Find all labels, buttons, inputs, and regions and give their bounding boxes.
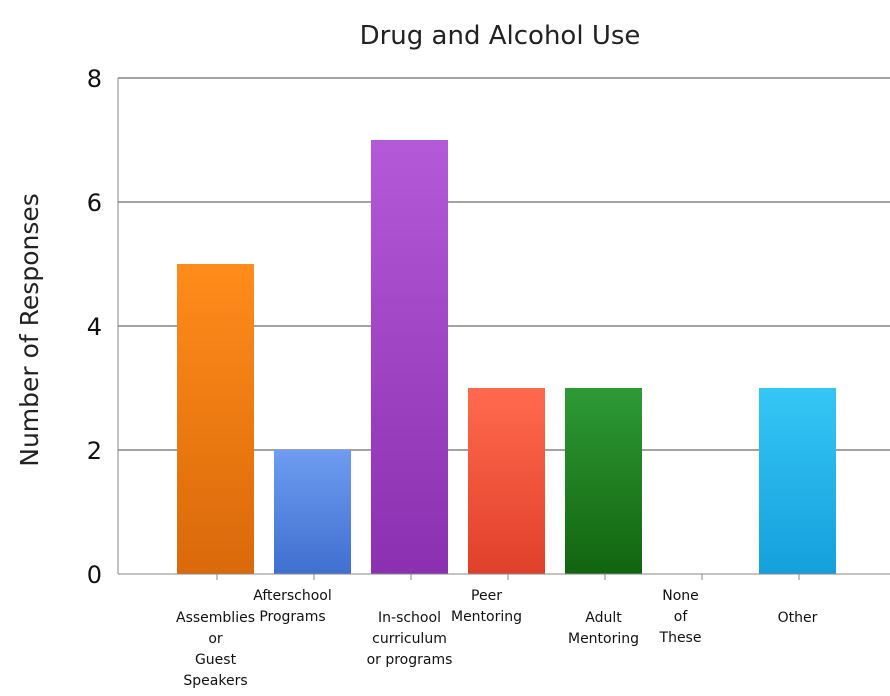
y-tick-label: 4 [87, 313, 102, 341]
x-tick-label: or [208, 631, 223, 647]
x-tick-label: Peer [471, 588, 502, 604]
x-tick-label: or programs [367, 652, 453, 668]
x-tick-label: Afterschool [253, 588, 332, 604]
y-tick-label: 8 [87, 65, 102, 93]
bar-in-school-curriculum-or-programs [371, 140, 448, 574]
x-axis-ticks: Assemblies or Guest Speakers Afterschool Prog… [176, 574, 818, 689]
y-tick-label: 0 [87, 561, 102, 589]
bar-adult-mentoring [565, 388, 642, 574]
x-tick-label: Assemblies [176, 610, 255, 626]
x-tick-label: None [662, 588, 699, 604]
x-tick-label: In-school [378, 610, 441, 626]
bar-other [759, 388, 836, 574]
y-axis-label: Number of Responses [15, 193, 44, 467]
chart-title: Drug and Alcohol Use [360, 21, 641, 51]
bar-peer-mentoring [468, 388, 545, 574]
x-tick-label: Programs [259, 609, 325, 625]
bars [177, 140, 836, 574]
y-tick-label: 6 [87, 189, 102, 217]
x-tick-label: These [659, 630, 702, 646]
chart-title-line: Drug and Alcohol Use [360, 21, 641, 51]
x-tick-label: Mentoring [568, 631, 639, 647]
y-tick-label: 2 [87, 437, 102, 465]
x-tick-label: Speakers [183, 673, 247, 689]
x-tick-label: Adult [585, 610, 622, 626]
x-tick-label: Guest [195, 652, 237, 668]
x-tick-label: curriculum [372, 631, 447, 647]
bar-assemblies-or-guest-speakers [177, 264, 254, 574]
x-tick-label: Other [778, 610, 818, 626]
x-tick-label: Mentoring [451, 609, 522, 625]
y-axis-ticks: 0 2 4 6 8 [87, 65, 102, 589]
x-tick-label: of [674, 609, 689, 625]
bar-afterschool-programs [274, 450, 351, 574]
